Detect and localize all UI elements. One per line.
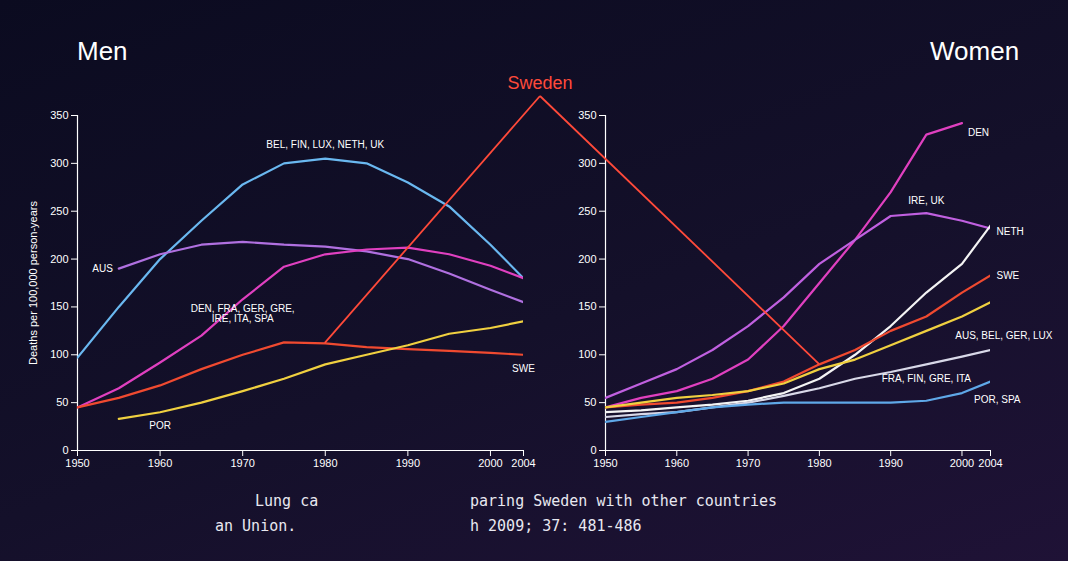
svg-text:AUS, BEL, GER, LUX: AUS, BEL, GER, LUX <box>955 330 1053 341</box>
svg-text:IRE, UK: IRE, UK <box>908 195 944 206</box>
svg-text:1950: 1950 <box>593 457 617 469</box>
html-text:Men: Men <box>77 36 128 66</box>
svg-text:POR, SPA: POR, SPA <box>974 394 1021 405</box>
svg-text:1990: 1990 <box>396 457 420 469</box>
svg-text:1960: 1960 <box>148 457 172 469</box>
svg-text:1990: 1990 <box>878 457 902 469</box>
svg-text:1980: 1980 <box>807 457 831 469</box>
svg-text:100: 100 <box>578 348 596 360</box>
svg-text:100: 100 <box>50 348 68 360</box>
svg-text:POR: POR <box>149 420 171 431</box>
svg-text:2004: 2004 <box>511 457 535 469</box>
svg-text:NETH: NETH <box>997 226 1024 237</box>
html-text:an Union.: an Union. <box>215 517 297 535</box>
svg-text:350: 350 <box>578 109 596 121</box>
svg-text:1950: 1950 <box>65 457 89 469</box>
svg-text:50: 50 <box>584 396 596 408</box>
svg-text:2004: 2004 <box>978 457 1002 469</box>
html-text:h 2009; 37: 481-486: h 2009; 37: 481-486 <box>470 517 642 535</box>
svg-text:150: 150 <box>50 300 68 312</box>
svg-text:FRA, FIN, GRE, ITA: FRA, FIN, GRE, ITA <box>882 373 972 384</box>
svg-text:Deaths per 100,000 person-year: Deaths per 100,000 person-years <box>27 201 39 365</box>
svg-text:DEN, FRA, GER, GRE,IRE, ITA, S: DEN, FRA, GER, GRE,IRE, ITA, SPA <box>191 303 295 324</box>
svg-text:200: 200 <box>578 253 596 265</box>
html-text:Women: Women <box>930 36 1020 66</box>
svg-text:200: 200 <box>50 253 68 265</box>
svg-text:300: 300 <box>50 157 68 169</box>
svg-text:1970: 1970 <box>736 457 760 469</box>
svg-text:SWE: SWE <box>997 270 1020 281</box>
html-text:Sweden: Sweden <box>507 73 573 93</box>
svg-text:0: 0 <box>590 444 596 456</box>
svg-text:BEL, FIN, LUX, NETH, UK: BEL, FIN, LUX, NETH, UK <box>266 139 384 150</box>
svg-text:350: 350 <box>50 109 68 121</box>
svg-text:1960: 1960 <box>665 457 689 469</box>
svg-text:250: 250 <box>50 205 68 217</box>
svg-text:SWE: SWE <box>512 363 535 374</box>
svg-text:AUS: AUS <box>92 263 113 274</box>
svg-text:250: 250 <box>578 205 596 217</box>
svg-text:0: 0 <box>62 444 68 456</box>
svg-text:DEN: DEN <box>968 127 989 138</box>
svg-text:150: 150 <box>578 300 596 312</box>
svg-text:50: 50 <box>56 396 68 408</box>
svg-text:1970: 1970 <box>230 457 254 469</box>
html-text:paring Sweden with other count: paring Sweden with other countries <box>470 492 777 510</box>
html-text:Lung ca: Lung ca <box>255 492 319 510</box>
svg-text:1980: 1980 <box>313 457 337 469</box>
svg-text:2000: 2000 <box>950 457 974 469</box>
svg-text:300: 300 <box>578 157 596 169</box>
svg-text:2000: 2000 <box>478 457 502 469</box>
